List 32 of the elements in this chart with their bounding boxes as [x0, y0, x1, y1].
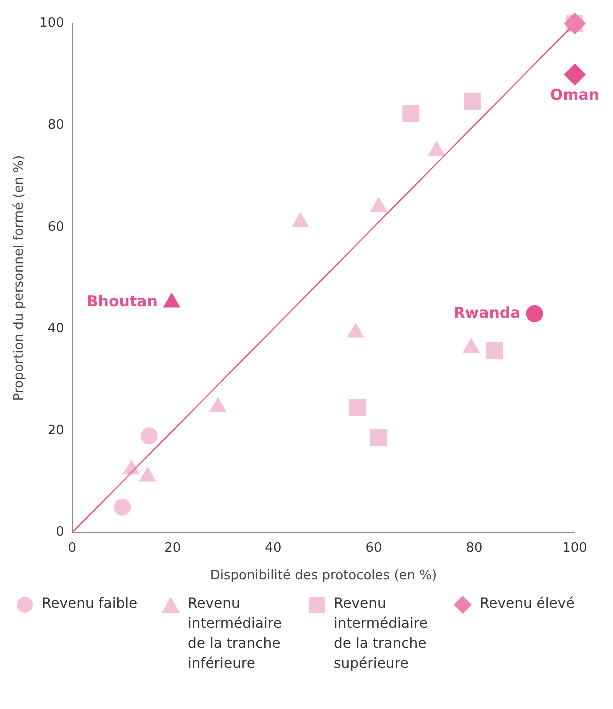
- x-tick-label: 80: [466, 540, 483, 556]
- x-axis-title: Disponibilité des protocoles (en %): [210, 568, 438, 584]
- legend-label: Revenu intermédiaire de la tranche inférieure: [188, 595, 283, 674]
- legend-label: Revenu intermédiaire de la tranche supérieure: [334, 595, 429, 674]
- annotation: Bhoutan: [86, 292, 158, 311]
- annotation: Rwanda: [454, 304, 521, 322]
- x-tick-label: 20: [164, 540, 182, 556]
- point: [292, 212, 310, 228]
- point: [402, 105, 420, 122]
- x-tick-label: 60: [366, 540, 382, 556]
- point: [210, 397, 227, 412]
- x-tick-label: 100: [562, 540, 588, 556]
- y-tick-label: 0: [56, 525, 64, 540]
- y-tick-label: 100: [40, 16, 64, 32]
- y-axis-title: Proportion du personnel formé (en %): [12, 155, 28, 402]
- x-tick-label: 40: [265, 540, 282, 556]
- point: [370, 197, 388, 212]
- point: [462, 338, 480, 354]
- point: [347, 322, 365, 338]
- y-tick-label: 20: [48, 423, 64, 438]
- point: [123, 460, 140, 475]
- y-tick-label: 80: [48, 118, 64, 133]
- y-tick-label: 40: [48, 322, 64, 337]
- legend-label: Revenu élevé: [480, 595, 576, 614]
- annotation: Oman: [550, 86, 600, 104]
- legend-label: Revenu faible: [42, 595, 139, 614]
- y-tick-label: 60: [48, 220, 64, 235]
- point: [428, 141, 446, 156]
- point: [464, 93, 481, 110]
- x-tick-label: 0: [68, 540, 77, 556]
- point: [139, 466, 156, 482]
- point: [564, 64, 586, 86]
